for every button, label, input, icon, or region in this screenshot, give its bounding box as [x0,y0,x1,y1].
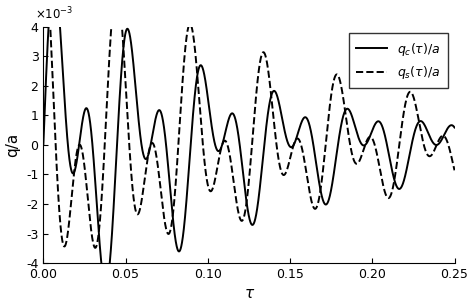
Line: $q_s(\tau)/a$: $q_s(\tau)/a$ [43,0,455,248]
$q_c(\tau)/a$ [40,143,46,147]
$q_s(\tau)/a$ [190,28,195,31]
$q_s(\tau)/a$ [346,131,351,134]
$q_c(\tau)/a$ [302,115,308,119]
$q_c(\tau)/a$ [61,90,67,94]
$q_c(\tau)/a$ [367,134,373,138]
$q_s(\tau)/a$ [302,160,308,164]
$q_c(\tau)/a$ [346,107,351,111]
Y-axis label: q/a: q/a [6,133,20,157]
Text: $\times 10^{-3}$: $\times 10^{-3}$ [35,6,73,22]
$q_c(\tau)/a$ [190,121,195,125]
X-axis label: τ: τ [245,286,254,301]
$q_s(\tau)/a$ [367,135,373,139]
$q_c(\tau)/a$ [452,126,457,129]
$q_s(\tau)/a$ [284,169,290,173]
Line: $q_c(\tau)/a$: $q_c(\tau)/a$ [43,0,455,286]
$q_c(\tau)/a$ [103,284,109,287]
$q_s(\tau)/a$ [452,169,457,172]
Legend: $q_c(\tau)/a$, $q_s(\tau)/a$: $q_c(\tau)/a$, $q_s(\tau)/a$ [348,33,448,88]
$q_c(\tau)/a$ [284,138,290,141]
$q_s(\tau)/a$ [61,244,67,248]
$q_s(\tau)/a$ [92,246,98,250]
